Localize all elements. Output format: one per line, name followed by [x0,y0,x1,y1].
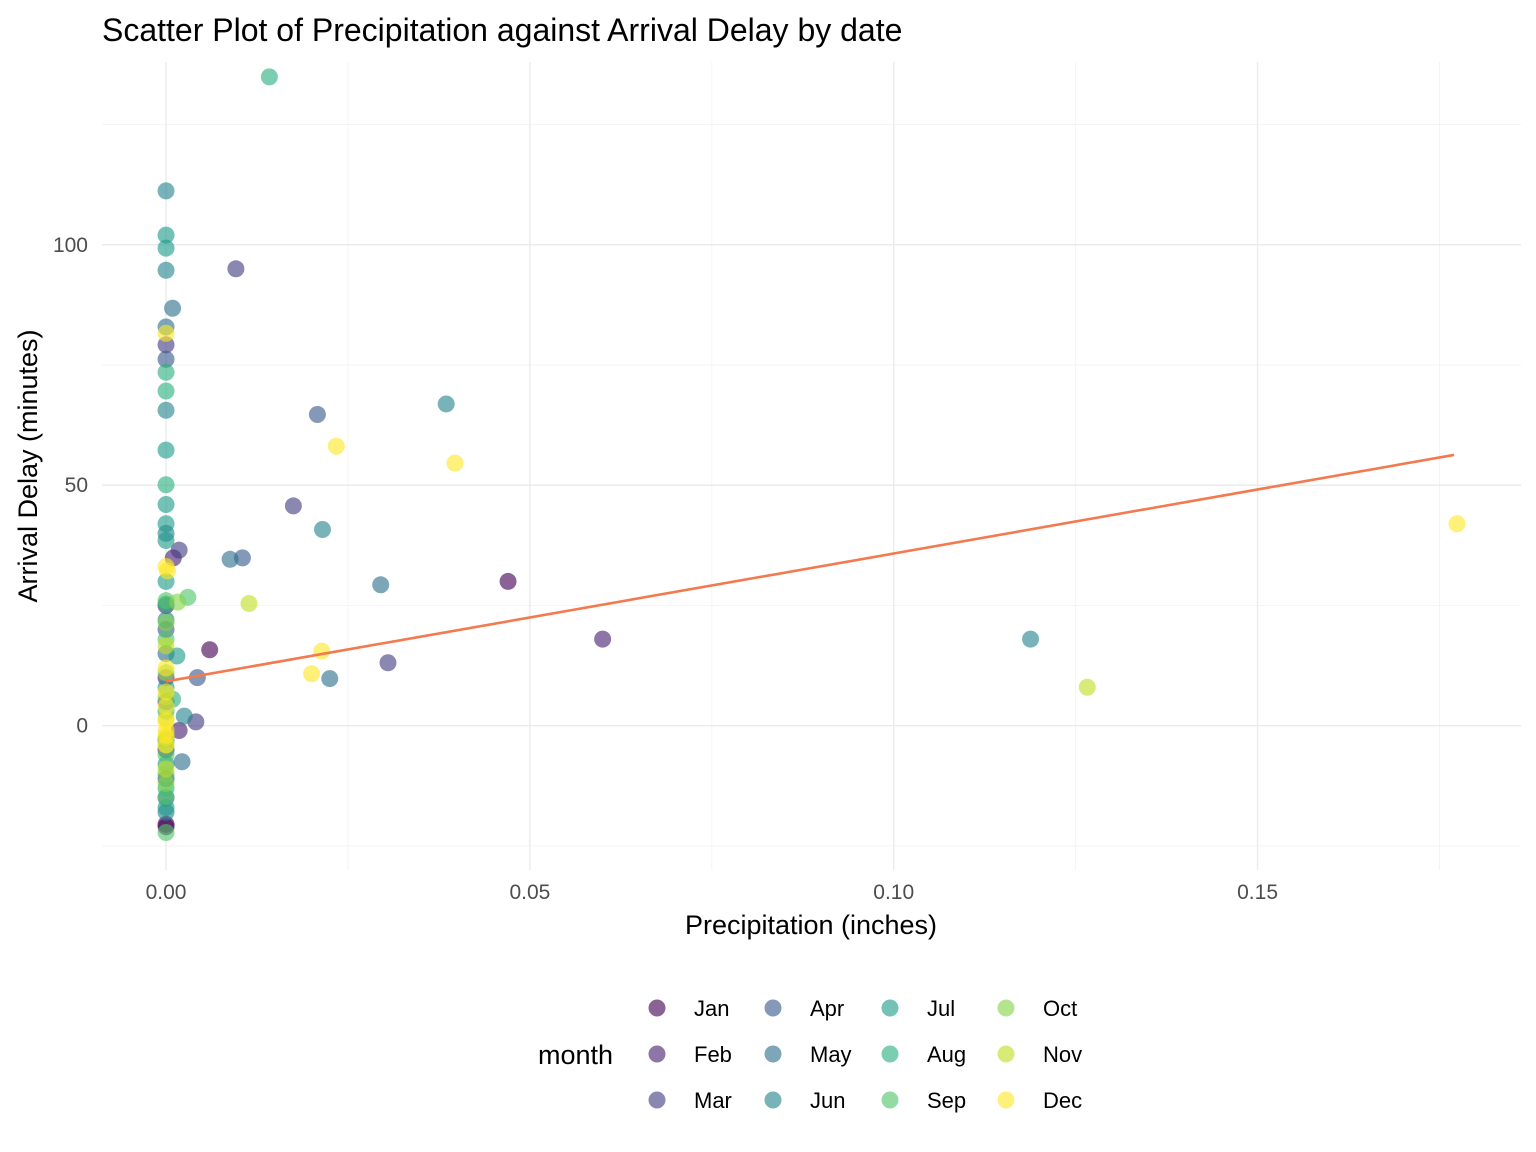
data-point-dec [327,437,345,455]
data-point-may [221,550,239,568]
data-point-dec [446,454,464,472]
legend-key-jun [764,1091,782,1109]
data-point-dec [157,683,175,701]
data-point-may [321,670,339,688]
data-point-sep [157,823,175,841]
x-tick-label: 0.15 [1237,881,1278,904]
x-tick-labels: 0.00 0.05 0.10 0.15 [146,881,1278,904]
data-point-jun [437,395,455,413]
data-point-apr [157,350,175,368]
y-tick-label: 0 [76,715,88,738]
legend-key-dec [997,1091,1015,1109]
legend-label-feb: Feb [694,1042,732,1067]
legend-label-apr: Apr [810,996,844,1021]
y-tick-label: 100 [53,234,88,257]
legend-label-mar: Mar [694,1088,732,1113]
data-point-dec [303,665,321,683]
legend-key-aug [881,1045,899,1063]
data-point-nov [1078,678,1096,696]
legend-title: month [538,1040,613,1070]
data-point-may [372,576,390,594]
data-point-jul [157,441,175,459]
legend-key-may [764,1045,782,1063]
data-point-feb [594,630,612,648]
data-point-jul [157,515,175,533]
data-point-aug [157,382,175,400]
legend: month Jan Feb Mar Apr May Jun Jul Aug Sep Oct Nov D… [538,996,1082,1113]
data-point-mar [284,497,302,515]
data-point-dec [313,642,331,660]
y-tick-label: 50 [65,474,88,497]
data-point-jul [157,239,175,257]
data-point-aug [260,68,278,86]
trend-line-layer [165,453,1455,683]
legend-label-dec: Dec [1043,1088,1082,1113]
legend-label-jun: Jun [810,1088,845,1113]
legend-label-jan: Jan [694,996,729,1021]
data-point-jun [313,520,331,538]
legend-key-feb [648,1045,666,1063]
data-point-may [173,753,191,771]
data-point-aug [157,476,175,494]
x-tick-label: 0.00 [146,881,187,904]
legend-key-jan [648,999,666,1017]
data-point-jul [157,532,175,550]
legend-label-oct: Oct [1043,996,1077,1021]
legend-key-sep [881,1091,899,1109]
data-point-sep [157,788,175,806]
x-tick-label: 0.10 [873,881,914,904]
data-point-dec [157,324,175,342]
data-point-mar [379,654,397,672]
legend-label-jul: Jul [927,996,955,1021]
legend-label-sep: Sep [927,1088,966,1113]
x-axis-title: Precipitation (inches) [685,910,937,940]
legend-key-apr [764,999,782,1017]
legend-key-mar [648,1091,666,1109]
data-point-may [164,299,182,317]
trend-line [165,453,1455,683]
data-point-jun [175,707,193,725]
data-point-nov [157,637,175,655]
data-point-mar [170,541,188,559]
data-point-dec [157,659,175,677]
data-point-jun [157,261,175,279]
data-point-jul [157,226,175,244]
data-point-jan [499,572,517,590]
legend-key-oct [997,999,1015,1017]
data-point-jun [157,182,175,200]
data-point-jul [157,495,175,513]
data-point-apr [233,549,251,567]
data-point-dec [157,697,175,715]
data-point-dec [157,558,175,576]
chart-title: Scatter Plot of Precipitation against Ar… [102,12,902,48]
y-axis-title: Arrival Delay (minutes) [13,329,43,602]
data-point-jan [201,641,219,659]
data-points [157,68,1466,841]
data-point-jul [168,647,186,665]
legend-key-nov [997,1045,1015,1063]
legend-key-jul [881,999,899,1017]
data-point-apr [308,406,326,424]
data-point-jun [157,401,175,419]
legend-label-nov: Nov [1043,1042,1082,1067]
data-point-dec [1448,515,1466,533]
data-point-oct [169,593,187,611]
data-point-apr [188,669,206,687]
legend-label-may: May [810,1042,852,1067]
data-point-aug [157,363,175,381]
data-point-dec [157,736,175,754]
data-point-nov [157,760,175,778]
data-point-oct [157,614,175,632]
data-point-nov [240,595,258,613]
y-tick-labels: 0 50 100 [53,234,88,738]
data-point-mar [227,260,245,278]
x-tick-label: 0.05 [509,881,550,904]
data-point-jun [1022,630,1040,648]
data-point-oct [157,774,175,792]
data-point-feb [170,722,188,740]
legend-label-aug: Aug [927,1042,966,1067]
